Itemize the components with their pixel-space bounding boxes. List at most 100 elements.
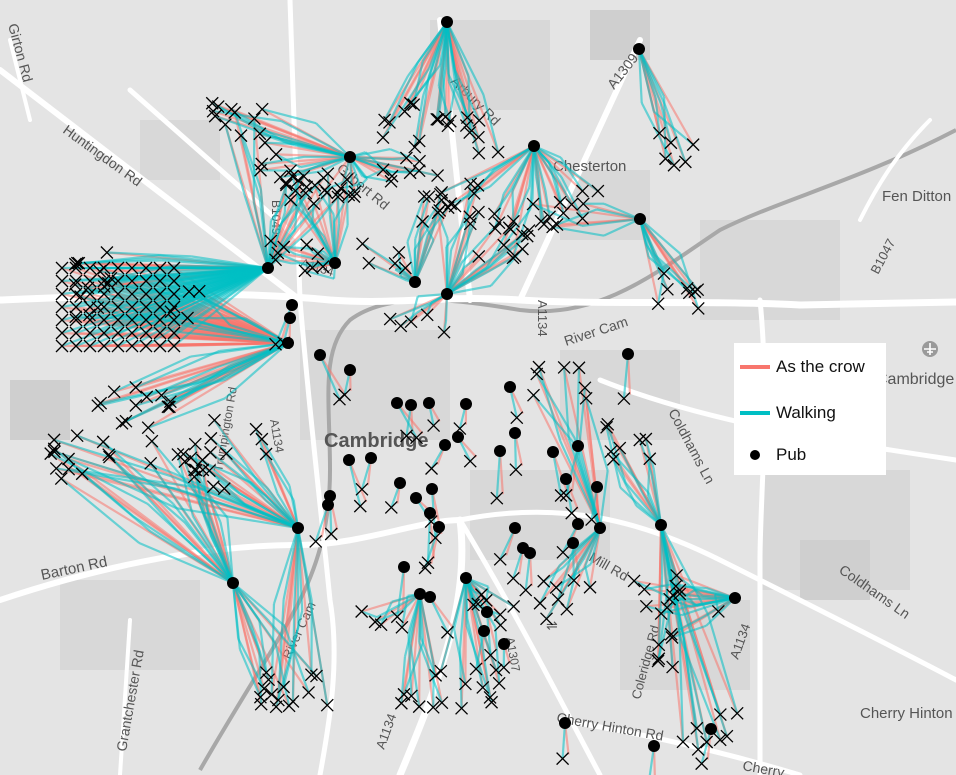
pub-marker[interactable] <box>481 606 493 618</box>
house-marker <box>633 433 647 447</box>
pub-marker[interactable] <box>394 477 406 489</box>
walking-line <box>260 438 291 487</box>
pub-marker[interactable] <box>286 299 298 311</box>
pub-marker[interactable] <box>524 547 536 559</box>
pub-marker[interactable] <box>282 337 294 349</box>
house-marker <box>441 201 455 215</box>
walking-line <box>487 255 516 273</box>
pub-marker[interactable] <box>634 213 646 225</box>
house-marker <box>720 729 734 743</box>
pub-marker[interactable] <box>460 572 472 584</box>
walking-line <box>264 141 299 146</box>
pub-marker[interactable] <box>560 473 572 485</box>
house-marker <box>97 261 111 275</box>
pub-marker[interactable] <box>494 445 506 457</box>
pub-marker[interactable] <box>504 381 516 393</box>
pub-marker[interactable] <box>329 257 341 269</box>
pub-marker[interactable] <box>423 397 435 409</box>
house-marker <box>97 313 111 327</box>
pub-marker[interactable] <box>365 452 377 464</box>
walking-line <box>622 353 630 399</box>
house-marker <box>676 735 690 749</box>
walking-line <box>502 145 535 195</box>
crow-line <box>349 156 392 183</box>
pub-marker[interactable] <box>322 499 334 511</box>
pub-marker[interactable] <box>426 483 438 495</box>
pub-marker[interactable] <box>655 519 667 531</box>
pub-marker[interactable] <box>633 43 645 55</box>
house-marker <box>139 300 153 314</box>
pub-marker[interactable] <box>262 262 274 274</box>
walking-line <box>182 453 253 484</box>
house-marker <box>153 326 167 340</box>
pub-marker[interactable] <box>441 288 453 300</box>
pub-marker[interactable] <box>405 399 417 411</box>
pub-marker[interactable] <box>572 440 584 452</box>
pub-marker[interactable] <box>344 364 356 376</box>
walking-line <box>511 190 515 222</box>
walking-line <box>556 208 598 226</box>
house-marker <box>69 313 83 327</box>
pub-marker[interactable] <box>433 521 445 533</box>
pub-marker[interactable] <box>509 427 521 439</box>
walking-line <box>559 156 584 192</box>
crow-line <box>347 459 368 503</box>
pub-marker[interactable] <box>227 577 239 589</box>
house-marker <box>55 300 69 314</box>
pub-marker[interactable] <box>398 561 410 573</box>
pub-marker[interactable] <box>705 723 717 735</box>
pub-marker[interactable] <box>729 592 741 604</box>
house-marker <box>493 608 507 622</box>
pub-marker[interactable] <box>498 638 510 650</box>
walking-line <box>494 193 505 229</box>
pub-marker[interactable] <box>314 349 326 361</box>
pub-marker[interactable] <box>284 312 296 324</box>
pub-marker[interactable] <box>410 492 422 504</box>
pub-marker[interactable] <box>648 740 660 752</box>
pub-marker[interactable] <box>343 454 355 466</box>
house-marker <box>211 100 225 114</box>
pub-marker[interactable] <box>292 522 304 534</box>
pub-marker[interactable] <box>439 439 451 451</box>
pub-marker[interactable] <box>460 398 472 410</box>
house-marker <box>527 388 540 402</box>
house-marker <box>537 574 551 588</box>
house-marker <box>277 680 291 694</box>
house-marker <box>153 339 167 353</box>
walking-line <box>282 527 300 600</box>
walking-line <box>679 638 722 741</box>
walking-line <box>391 170 411 174</box>
pub-marker[interactable] <box>409 276 421 288</box>
pub-marker[interactable] <box>622 348 634 360</box>
house-marker <box>533 596 547 610</box>
house-marker <box>269 147 283 161</box>
pub-marker[interactable] <box>547 446 559 458</box>
pub-marker[interactable] <box>591 481 603 493</box>
house-marker <box>111 313 125 327</box>
walking-line <box>218 341 289 375</box>
pub-marker[interactable] <box>344 151 356 163</box>
walking-line <box>427 206 450 235</box>
pub-marker[interactable] <box>441 16 453 28</box>
pub-marker[interactable] <box>324 490 336 502</box>
pub-marker[interactable] <box>424 591 436 603</box>
pub-marker[interactable] <box>567 537 579 549</box>
pub-marker[interactable] <box>559 717 571 729</box>
pub-marker[interactable] <box>414 588 426 600</box>
house-marker <box>376 163 390 177</box>
house-marker <box>475 588 488 602</box>
house-marker <box>601 417 615 431</box>
pub-marker[interactable] <box>452 431 464 443</box>
house-marker <box>111 326 125 340</box>
pub-marker[interactable] <box>478 625 490 637</box>
pub-marker[interactable] <box>594 522 606 534</box>
house-marker <box>556 752 570 766</box>
walking-line <box>271 186 308 237</box>
pub-marker[interactable] <box>391 397 403 409</box>
pub-marker[interactable] <box>424 507 436 519</box>
house-marker <box>506 571 520 585</box>
pub-marker[interactable] <box>509 522 521 534</box>
pub-marker[interactable] <box>572 518 584 530</box>
walking-line <box>441 166 496 194</box>
pub-marker[interactable] <box>528 140 540 152</box>
